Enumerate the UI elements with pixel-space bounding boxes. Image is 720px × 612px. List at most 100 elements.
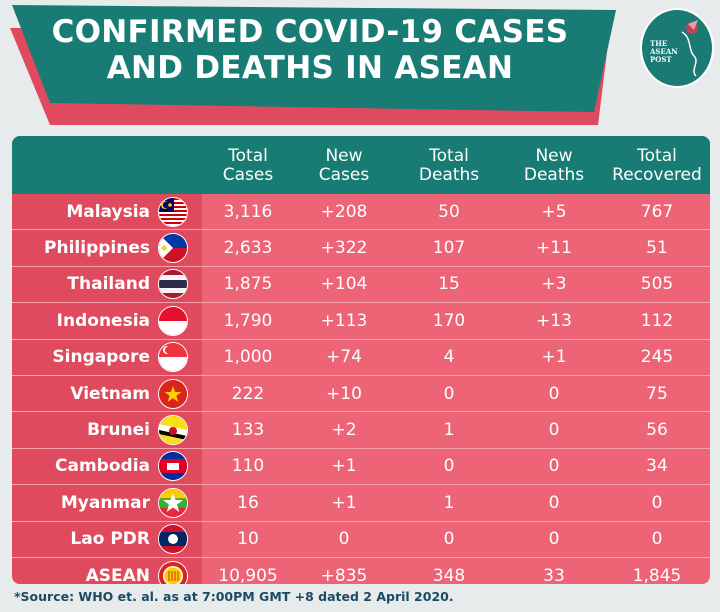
table-row-indonesia: Indonesia 1,790 +113 170 +13 112 [12, 302, 710, 339]
total-recovered-cell: 56 [646, 420, 668, 441]
source-note: *Source: WHO et. al. as at 7:00PM GMT +8… [14, 589, 454, 604]
table-row-singapore: Singapore 1,000 +74 4 +1 245 [12, 338, 710, 375]
myanmar-flag-icon [158, 487, 188, 518]
header-new-deaths: New Deaths [523, 146, 585, 185]
total-deaths-cell: 348 [432, 565, 466, 584]
total-deaths-cell: 50 [438, 201, 460, 222]
new-deaths-cell: 0 [548, 492, 560, 513]
table-row-philippines: Philippines 2,633 +322 107 +11 51 [12, 229, 710, 266]
new-deaths-cell: +5 [541, 201, 567, 222]
new-cases-cell: +113 [320, 310, 368, 331]
total-deaths-cell: 4 [443, 347, 455, 368]
total-recovered-cell: 0 [651, 492, 663, 513]
new-cases-cell: +1 [331, 492, 357, 513]
country-name: Brunei [87, 420, 150, 441]
total-cases-cell: 10,905 [218, 565, 278, 584]
table-row-brunei: Brunei 133 +2 1 0 56 [12, 411, 710, 448]
table-header: Total Cases New Cases Total Deaths New Death… [12, 136, 710, 194]
covid-table: Total Cases New Cases Total Deaths New Death… [12, 136, 710, 584]
table-row-myanmar: Myanmar 16 +1 1 0 0 [12, 484, 710, 521]
total-recovered-cell: 75 [646, 383, 668, 404]
country-name: Indonesia [56, 310, 150, 331]
total-deaths-cell: 1 [443, 492, 455, 513]
table-row-vietnam: Vietnam 222 +10 0 0 75 [12, 374, 710, 412]
new-deaths-cell: 0 [548, 420, 560, 441]
new-cases-cell: +104 [320, 274, 368, 295]
total-cases-cell: 1,875 [223, 274, 273, 295]
table-row-lao-pdr: Lao PDR 10 0 0 0 0 [12, 520, 710, 557]
new-cases-cell: +10 [326, 383, 362, 404]
new-deaths-cell: +11 [536, 238, 572, 259]
table-row-malaysia: Malaysia 3,116 +208 50 +5 767 [12, 194, 710, 230]
country-cell: Thailand [12, 266, 202, 303]
new-deaths-cell: +1 [541, 347, 567, 368]
country-name: Philippines [44, 238, 150, 259]
indonesia-flag-icon [158, 305, 188, 336]
asean-post-logo: THE ASEAN POST [640, 8, 714, 88]
header-total-cases: Total Cases [222, 146, 274, 185]
total-deaths-cell: 0 [443, 383, 455, 404]
country-name: ASEAN [85, 565, 150, 584]
new-deaths-cell: 0 [548, 456, 560, 477]
total-cases-cell: 2,633 [223, 238, 273, 259]
new-cases-cell: +322 [320, 238, 368, 259]
title-banner: CONFIRMED COVID-19 CASES AND DEATHS IN A… [0, 0, 620, 130]
total-cases-cell: 3,116 [223, 201, 273, 222]
header-total-recovered: Total Recovered [612, 146, 702, 185]
total-cases-cell: 110 [231, 456, 265, 477]
new-cases-cell: +74 [326, 347, 362, 368]
new-cases-cell: +2 [331, 420, 357, 441]
header-blank [12, 136, 202, 194]
header-total-deaths: Total Deaths [418, 146, 480, 185]
total-recovered-cell: 505 [640, 274, 674, 295]
page-title: CONFIRMED COVID-19 CASES AND DEATHS IN A… [51, 14, 569, 86]
country-name: Cambodia [55, 456, 150, 477]
logo-text: THE ASEAN POST [650, 39, 678, 64]
country-cell: Singapore [12, 339, 202, 375]
vietnam-flag-icon [158, 378, 188, 409]
cambodia-flag-icon [158, 451, 188, 482]
country-cell: ASEAN [12, 557, 202, 584]
new-cases-cell: +1 [331, 456, 357, 477]
total-deaths-cell: 107 [432, 238, 466, 259]
total-cases-cell: 10 [237, 529, 259, 550]
laos-flag-icon [158, 524, 188, 555]
header-new-cases: New Cases [318, 146, 370, 185]
new-deaths-cell: 33 [543, 565, 565, 584]
total-cases-cell: 222 [231, 383, 265, 404]
total-deaths-cell: 0 [443, 456, 455, 477]
table-row-cambodia: Cambodia 110 +1 0 0 34 [12, 447, 710, 485]
total-recovered-cell: 245 [640, 347, 674, 368]
country-cell: Indonesia [12, 303, 202, 339]
total-recovered-cell: 34 [646, 456, 668, 477]
table-row-thailand: Thailand 1,875 +104 15 +3 505 [12, 265, 710, 303]
new-cases-cell: +835 [320, 565, 368, 584]
new-deaths-cell: +3 [541, 274, 567, 295]
new-cases-cell: 0 [338, 529, 350, 550]
country-name: Malaysia [66, 201, 150, 222]
total-deaths-cell: 170 [432, 310, 466, 331]
country-cell: Malaysia [12, 194, 202, 230]
total-cases-cell: 16 [237, 492, 259, 513]
asean-emblem-icon [158, 560, 188, 584]
new-deaths-cell: +13 [536, 310, 572, 331]
country-name: Myanmar [60, 492, 150, 513]
total-recovered-cell: 51 [646, 238, 668, 259]
new-cases-cell: +208 [320, 201, 368, 222]
total-deaths-cell: 0 [443, 529, 455, 550]
table-row-asean: ASEAN 10,905 +835 348 33 1,845 [12, 556, 710, 584]
country-cell: Philippines [12, 230, 202, 266]
thailand-flag-icon [158, 269, 188, 300]
total-recovered-cell: 1,845 [632, 565, 682, 584]
total-recovered-cell: 0 [651, 529, 663, 550]
total-cases-cell: 1,790 [223, 310, 273, 331]
singapore-flag-icon [158, 342, 188, 373]
country-cell: Lao PDR [12, 521, 202, 557]
country-name: Singapore [52, 347, 150, 368]
new-deaths-cell: 0 [548, 529, 560, 550]
country-cell: Brunei [12, 412, 202, 448]
country-cell: Vietnam [12, 375, 202, 412]
hummingbird-logo-icon [681, 20, 698, 77]
new-deaths-cell: 0 [548, 383, 560, 404]
country-name: Thailand [67, 274, 150, 295]
